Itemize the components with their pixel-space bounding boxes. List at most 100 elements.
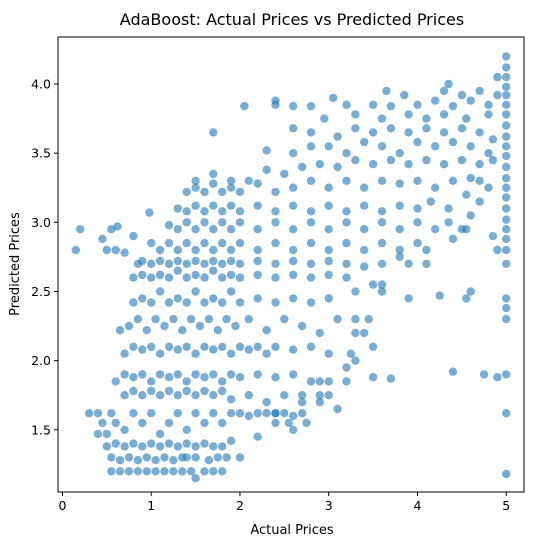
data-point <box>235 373 245 382</box>
data-point <box>253 409 262 418</box>
data-point <box>111 377 120 386</box>
data-point <box>200 439 209 448</box>
data-point <box>200 467 209 476</box>
data-point <box>262 326 271 335</box>
data-point <box>107 453 116 462</box>
data-point <box>502 234 511 244</box>
data-point <box>155 391 165 400</box>
data-point <box>426 197 435 206</box>
data-point <box>209 256 218 266</box>
data-point <box>133 467 143 476</box>
data-point <box>289 411 298 421</box>
data-point <box>431 183 440 192</box>
data-point <box>475 160 484 169</box>
x-tick-label: 2 <box>236 498 244 513</box>
data-point <box>404 294 413 303</box>
data-point <box>98 418 107 428</box>
data-point <box>129 273 138 282</box>
data-point <box>493 90 502 100</box>
data-point <box>209 266 218 275</box>
data-point <box>457 155 467 165</box>
data-point <box>324 391 333 400</box>
data-point <box>462 114 471 123</box>
data-point <box>306 207 316 216</box>
data-point <box>253 432 262 441</box>
data-point <box>253 179 262 188</box>
data-point <box>147 298 156 307</box>
data-point <box>493 72 502 82</box>
data-point <box>218 273 227 282</box>
data-point <box>218 342 227 351</box>
data-point <box>502 173 511 183</box>
data-point <box>173 442 182 451</box>
data-point <box>484 183 493 192</box>
data-point <box>493 245 502 255</box>
data-point <box>147 273 156 282</box>
data-point <box>244 345 253 354</box>
data-point <box>271 96 280 105</box>
data-point <box>235 453 245 462</box>
data-point <box>351 124 360 133</box>
data-points <box>71 52 511 483</box>
data-point <box>191 442 200 451</box>
data-point <box>484 149 493 158</box>
data-point <box>191 183 200 192</box>
data-point <box>129 386 138 396</box>
data-point <box>253 225 262 234</box>
data-point <box>271 418 280 428</box>
data-point <box>218 218 227 227</box>
data-point <box>502 52 511 61</box>
data-point <box>200 218 209 227</box>
y-axis-ticks: 1.5 2.0 2.5 3.0 3.5 4.0 <box>31 77 58 437</box>
data-point <box>271 238 280 248</box>
data-point <box>404 160 413 169</box>
data-point <box>182 386 191 396</box>
data-point <box>115 456 125 465</box>
data-point <box>351 155 360 165</box>
data-point <box>448 101 458 111</box>
data-point <box>240 101 249 111</box>
data-point <box>164 273 174 282</box>
data-point <box>218 418 227 428</box>
data-point <box>164 373 174 382</box>
data-point <box>218 238 227 248</box>
data-point <box>333 162 342 172</box>
data-point <box>226 287 236 296</box>
data-point <box>462 190 471 199</box>
data-point <box>218 207 227 216</box>
data-point <box>138 370 147 379</box>
data-point <box>502 121 511 130</box>
data-point <box>351 110 360 119</box>
data-point <box>422 124 431 133</box>
data-point <box>226 245 236 255</box>
data-point <box>120 349 129 358</box>
data-point <box>289 256 298 266</box>
data-point <box>138 256 147 266</box>
data-point <box>71 245 81 255</box>
data-point <box>502 370 511 379</box>
data-point <box>395 252 404 262</box>
data-point <box>271 298 280 307</box>
data-point <box>360 201 369 210</box>
data-point <box>360 328 369 338</box>
data-point <box>235 298 245 307</box>
data-point <box>457 90 467 100</box>
data-point <box>289 201 298 210</box>
data-point <box>306 142 316 151</box>
data-point <box>235 259 245 268</box>
data-point <box>395 201 404 210</box>
data-point <box>164 259 174 268</box>
data-point <box>289 294 298 303</box>
data-point <box>204 456 214 465</box>
data-point <box>209 179 218 188</box>
data-point <box>342 176 351 185</box>
data-point <box>155 442 165 451</box>
data-point <box>262 165 271 174</box>
data-point <box>502 142 511 151</box>
data-point <box>271 409 280 418</box>
data-point <box>404 259 413 268</box>
data-point <box>191 256 200 266</box>
data-point <box>329 93 338 103</box>
data-point <box>502 225 511 234</box>
data-point <box>209 201 218 210</box>
